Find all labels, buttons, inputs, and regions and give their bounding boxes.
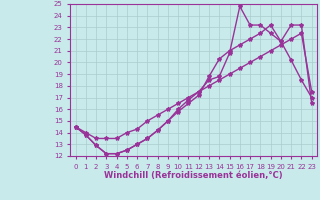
- X-axis label: Windchill (Refroidissement éolien,°C): Windchill (Refroidissement éolien,°C): [104, 171, 283, 180]
